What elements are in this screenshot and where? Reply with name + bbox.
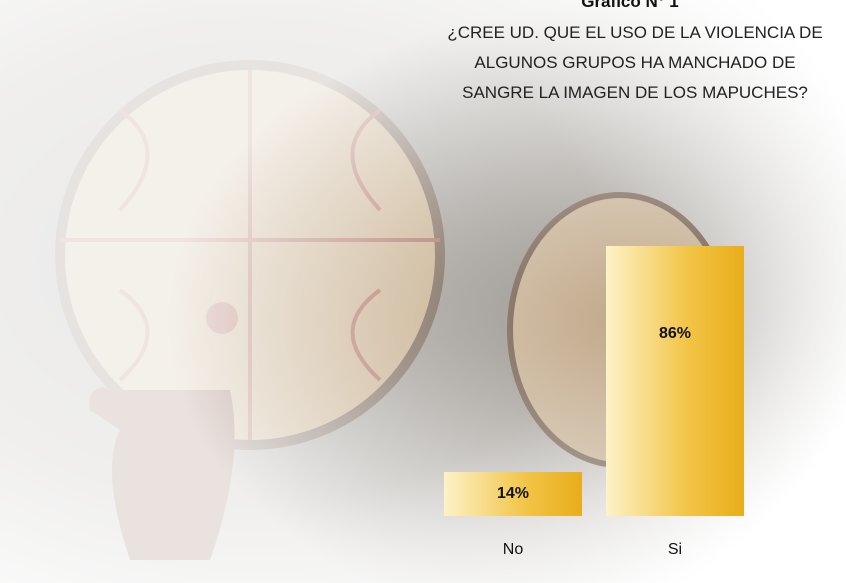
chart-title: Gráfico N° 1 [581,0,679,11]
x-tick-label: No [503,541,524,558]
bar [606,245,744,516]
value-label: 14% [497,485,529,502]
bar [444,472,582,516]
x-tick-label: Si [668,541,682,558]
value-label: 86% [659,325,691,342]
chart-subtitle: ¿CREE UD. QUE EL USO DE LA VIOLENCIA DE … [447,23,823,102]
